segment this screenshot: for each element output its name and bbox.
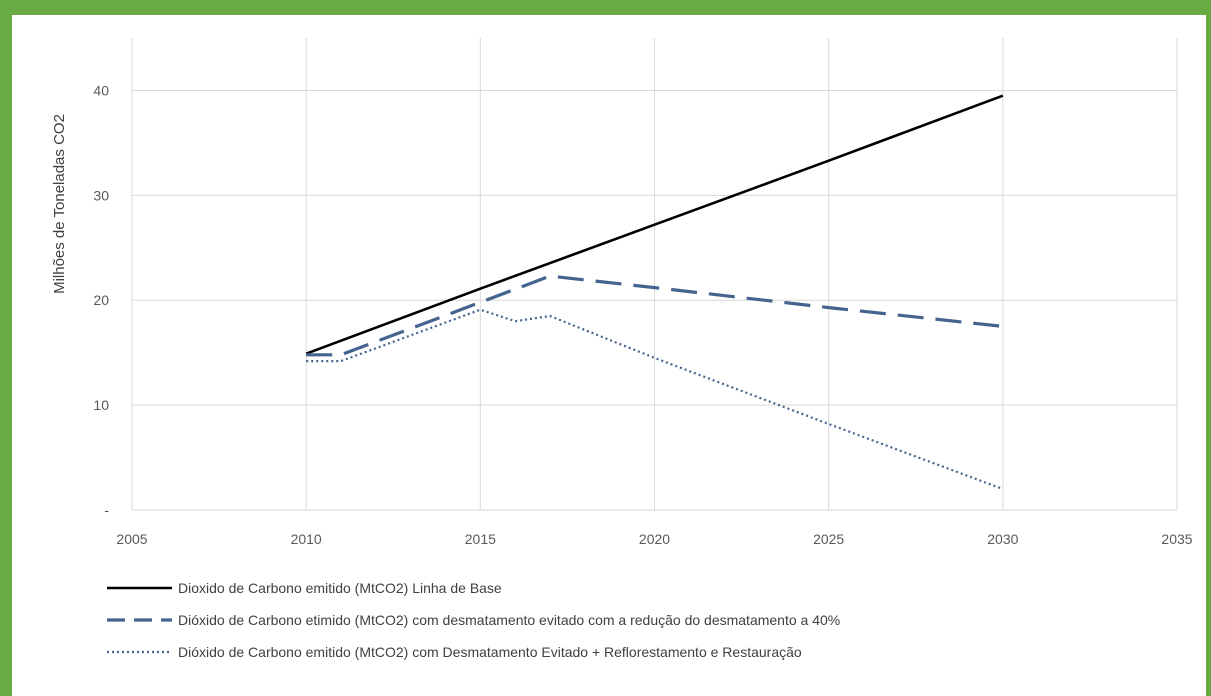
- y-axis-ticks: - 10 20 30 40: [93, 82, 109, 518]
- y-tick-label: 40: [93, 82, 109, 98]
- series-line-2: [306, 274, 1003, 357]
- series-lines: [305, 94, 1004, 491]
- y-tick-label: 10: [93, 397, 109, 413]
- x-tick-label: 2035: [1161, 531, 1192, 547]
- x-tick-label: 2025: [813, 531, 844, 547]
- x-tick-label: 2005: [116, 531, 147, 547]
- legend-label-1: Dioxido de Carbono emitido (MtCO2) Linha…: [178, 580, 502, 596]
- chart-frame: -10 20 30 40 2005 2010 2015 2020 2025 2030 2035 M…: [12, 15, 1206, 696]
- series-line-1: [305, 94, 1004, 355]
- legend-label-2: Dióxido de Carbono etimido (MtCO2) com d…: [178, 612, 840, 628]
- y-axis-title: Milhões de Toneladas CO2: [51, 114, 68, 294]
- y-tick-label: -: [104, 502, 109, 518]
- legend-label-3: Dióxido de Carbono emitido (MtCO2) com D…: [178, 644, 802, 660]
- x-tick-label: 2020: [639, 531, 670, 547]
- y-tick-label: 30: [93, 187, 109, 203]
- gridlines: [131, 38, 1178, 511]
- x-tick-label: 2010: [291, 531, 322, 547]
- y-tick-label: 20: [93, 292, 109, 308]
- x-tick-label: 2030: [987, 531, 1018, 547]
- x-axis-ticks: 2005 2010 2015 2020 2025 2030 2035: [116, 531, 1192, 547]
- legend: Dioxido de Carbono emitido (MtCO2) Linha…: [107, 580, 840, 660]
- x-tick-label: 2015: [465, 531, 496, 547]
